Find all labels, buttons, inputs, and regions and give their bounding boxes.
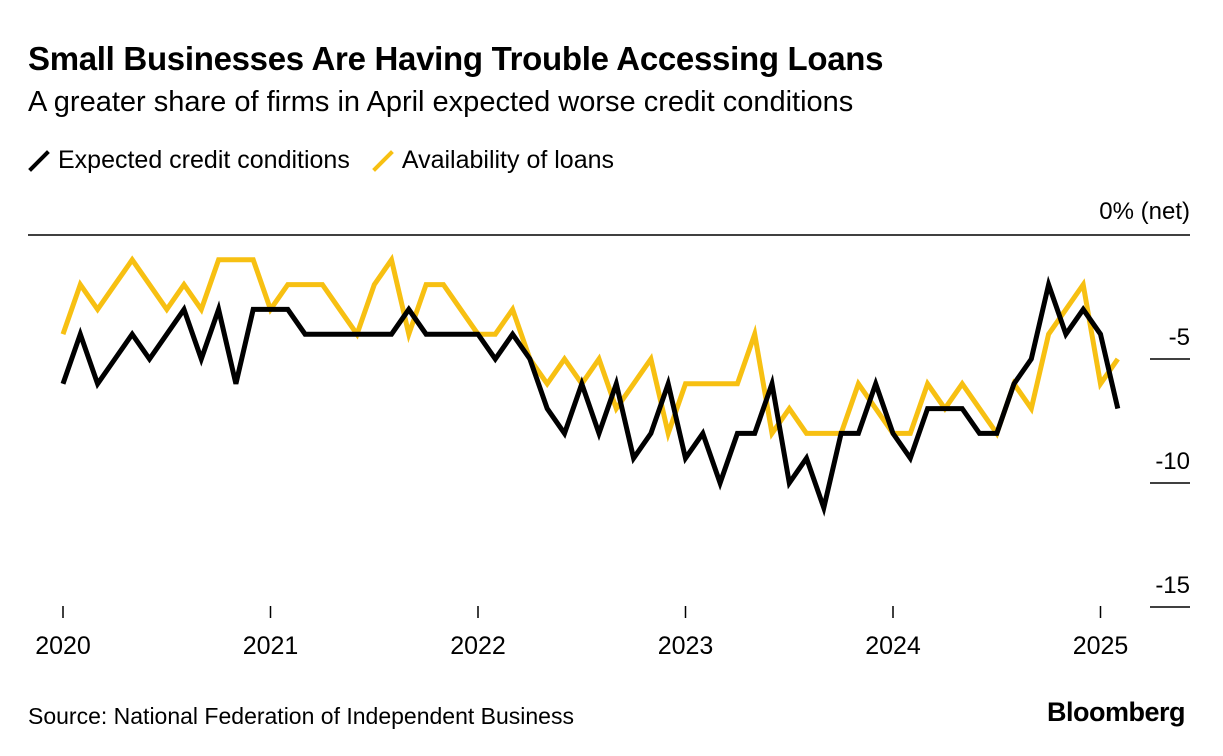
y-tick-label: -15 [1155, 572, 1190, 599]
legend-item-expected-credit: Expected credit conditions [28, 146, 350, 175]
legend-label-expected-credit: Expected credit conditions [58, 146, 350, 174]
x-tick-label: 2020 [35, 632, 91, 660]
chart-subtitle: A greater share of firms in April expect… [28, 86, 854, 118]
x-tick-label: 2021 [243, 632, 299, 660]
series-expected-credit-line [60, 275, 1121, 517]
series-availability-loans-line [60, 253, 1120, 443]
chart-title: Small Businesses Are Having Trouble Acce… [28, 40, 884, 77]
source-note: Source: National Federation of Independe… [28, 703, 574, 729]
x-tick-label: 2023 [658, 632, 714, 660]
legend-label-availability-loans: Availability of loans [401, 146, 615, 174]
legend-swatch-availability-loans [372, 149, 394, 172]
legend-item-availability-loans: Availability of loans [372, 146, 614, 175]
x-tick-label: 2024 [865, 632, 921, 660]
x-tick-label: 2022 [450, 632, 506, 660]
bloomberg-logo: Bloomberg [1046, 697, 1186, 727]
y-axis-label: 0% (net) [1099, 198, 1190, 225]
y-tick-label: -10 [1155, 448, 1190, 475]
legend: Expected credit conditions Availability … [28, 146, 636, 175]
legend-swatch-expected-credit [28, 149, 50, 172]
y-tick-label: -5 [1169, 324, 1190, 351]
x-tick-label: 2025 [1073, 632, 1129, 660]
